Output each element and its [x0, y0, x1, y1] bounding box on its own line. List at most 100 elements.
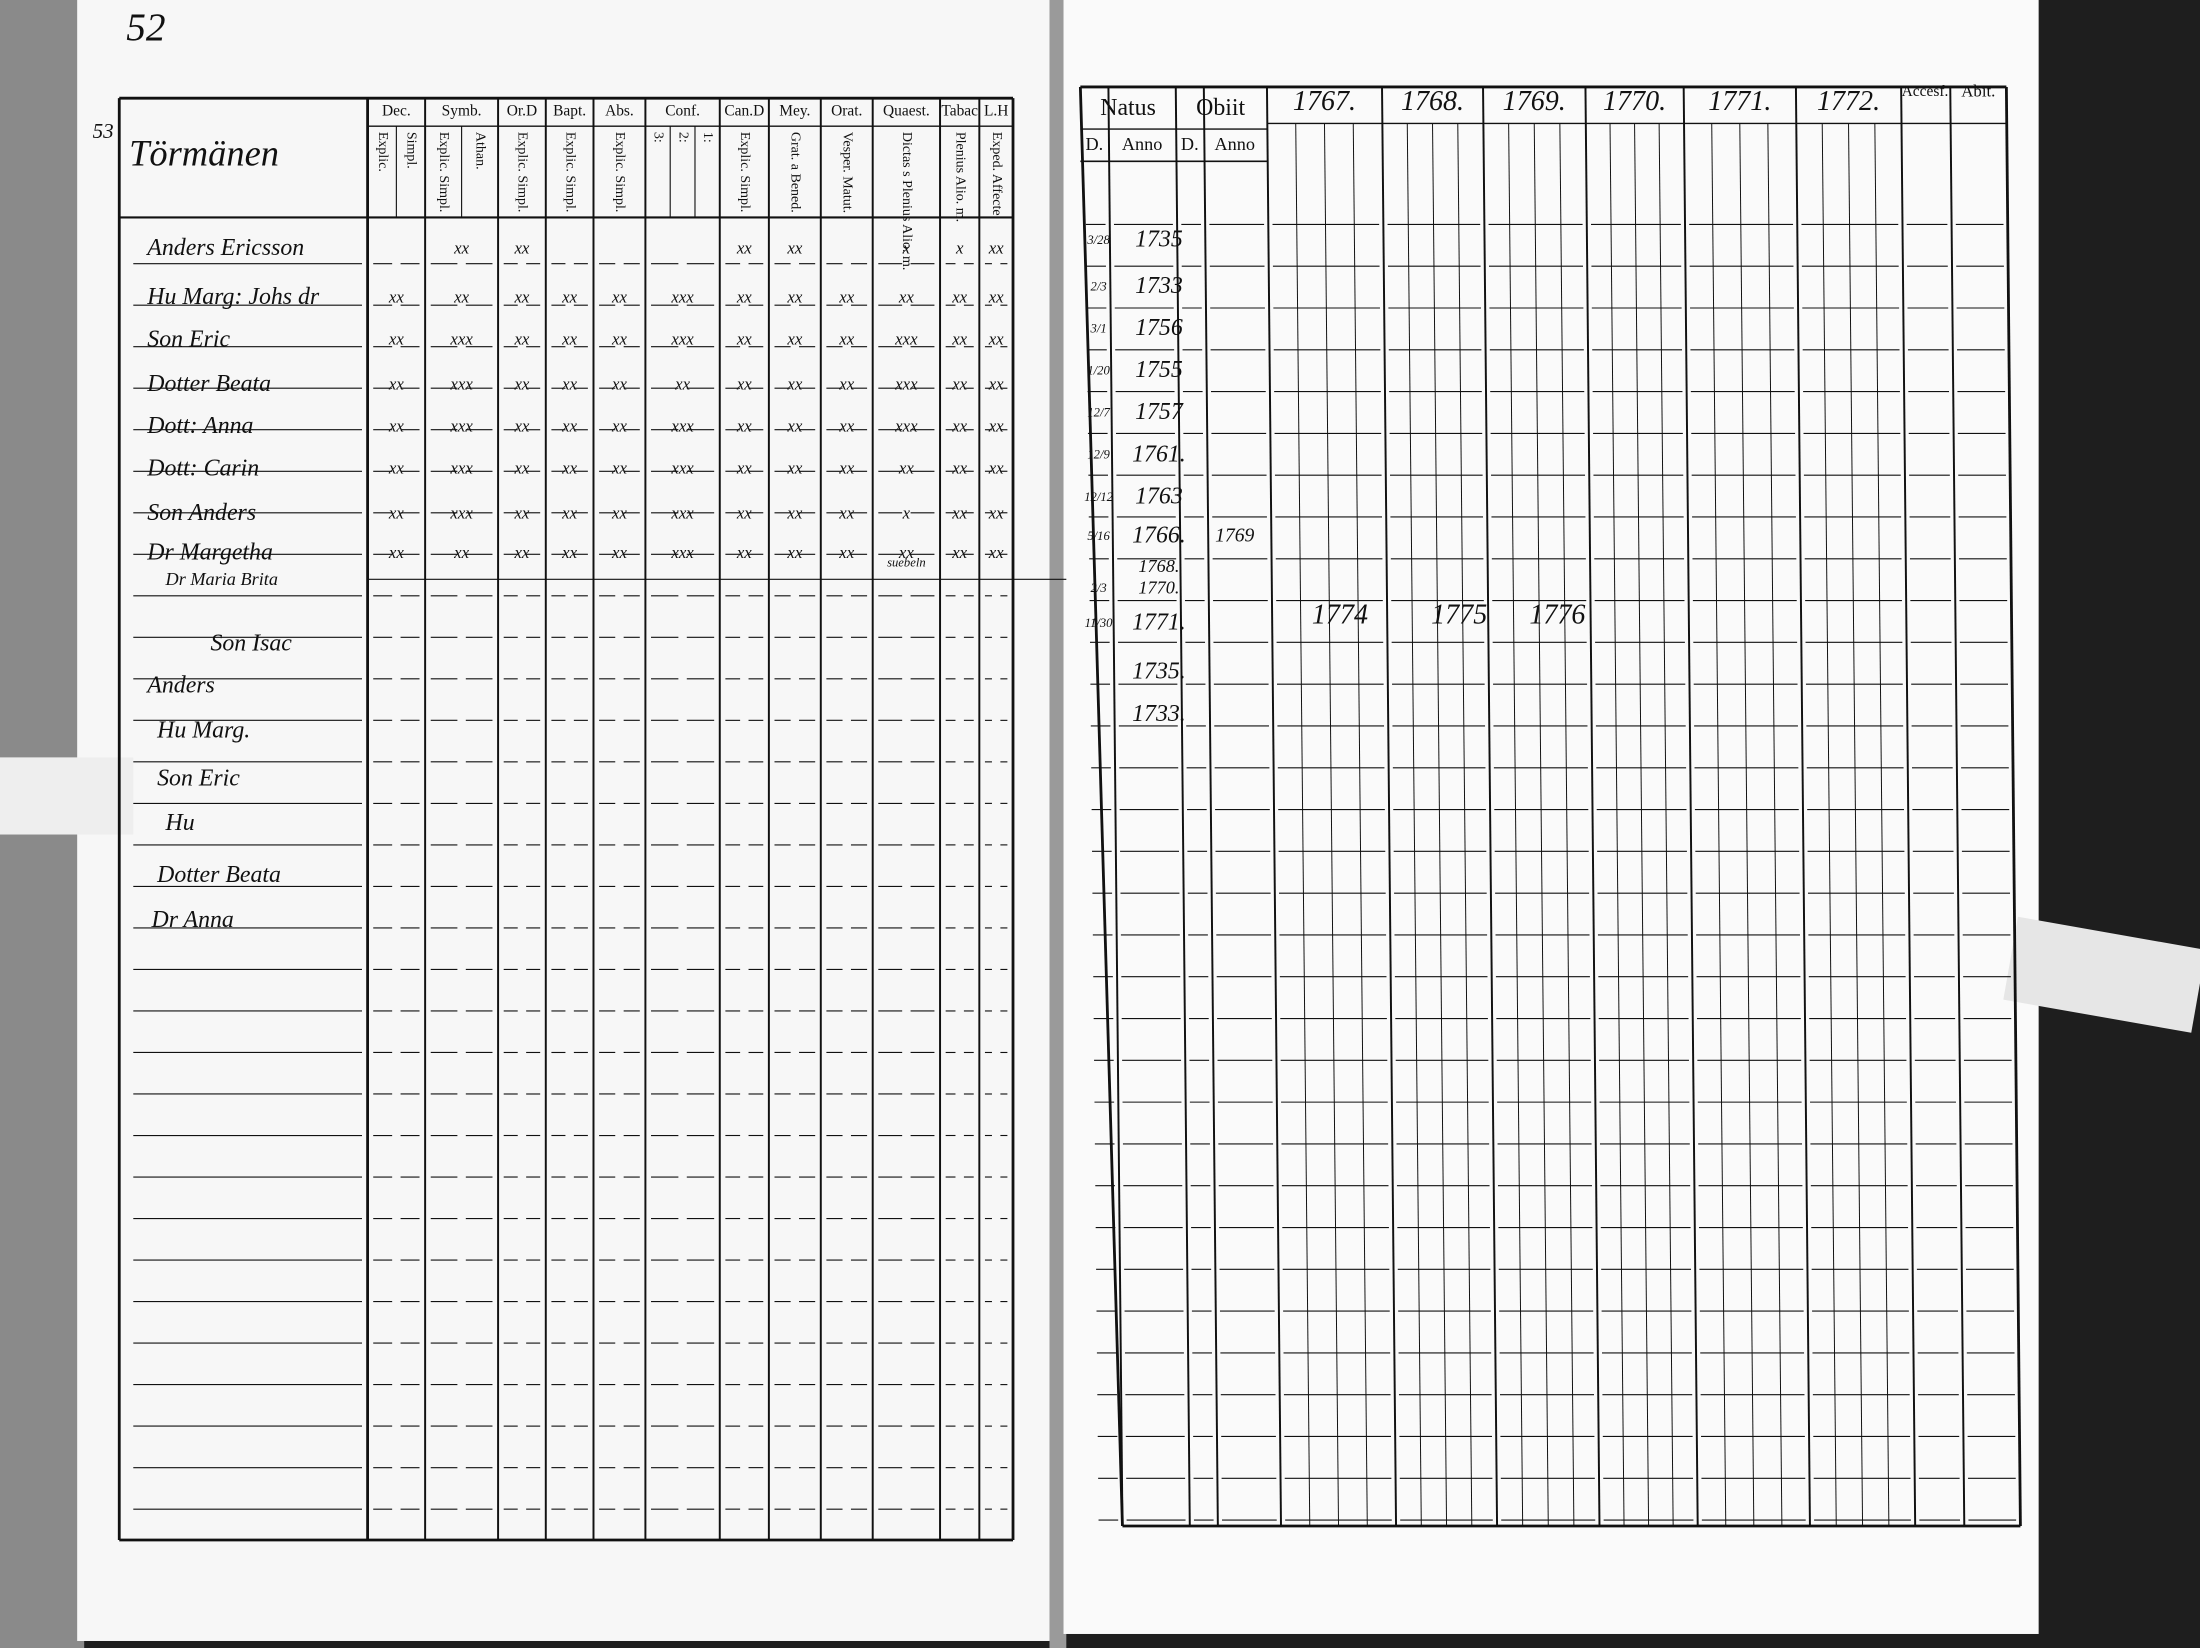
mark: xx: [951, 543, 967, 562]
rule: [1174, 86, 1191, 1526]
mark: xx: [611, 417, 627, 436]
mark: xxx: [670, 417, 694, 436]
header: D.: [1181, 134, 1199, 154]
mark: xx: [988, 375, 1004, 394]
rule: [1682, 86, 1699, 1526]
mark: xxx: [670, 504, 694, 523]
mark: xx: [838, 543, 854, 562]
rule: [1949, 86, 1966, 1526]
birth-year: 1771.: [1132, 610, 1186, 636]
column-subtitle: Explic. Simpl.: [737, 132, 752, 213]
mark: xx: [951, 459, 967, 478]
household-number: 53: [93, 119, 114, 143]
birth-year: 1733: [1135, 273, 1183, 299]
year-header: 1769.: [1503, 86, 1566, 117]
column-subtitle: 2:: [675, 132, 690, 143]
column-subtitle: Explic. Simpl.: [515, 132, 530, 213]
rule: [1482, 86, 1499, 1526]
birth-year: 1733.: [1132, 701, 1186, 727]
mark: xx: [736, 330, 752, 349]
mark: xx: [951, 288, 967, 307]
column-title: Quaest.: [883, 103, 930, 120]
rule: [1381, 86, 1398, 1526]
mark: xxx: [449, 330, 473, 349]
rule: [1323, 123, 1340, 1526]
member-name: Hu Marg.: [156, 718, 250, 744]
birth-year: 1770.: [1138, 577, 1179, 597]
column-subtitle: Grat. a Bened.: [788, 132, 803, 213]
mark: xx: [561, 375, 577, 394]
column-subtitle: Dictas s Plenius Alio. m.: [899, 132, 914, 271]
mark: xx: [838, 459, 854, 478]
mark: xx: [736, 459, 752, 478]
mark: xx: [736, 288, 752, 307]
mark: xx: [898, 288, 914, 307]
mark: xx: [988, 543, 1004, 562]
mark: xx: [561, 330, 577, 349]
birth-day: 2/3: [1091, 279, 1107, 293]
column-subtitle: Plenius Alio. m.: [952, 132, 967, 222]
year-header: 1768.: [1401, 86, 1464, 117]
mark: xx: [611, 375, 627, 394]
death-year: 1769: [1215, 526, 1254, 547]
member-name: Dr Anna: [151, 907, 234, 933]
mark: xx: [838, 330, 854, 349]
mark: xx: [988, 504, 1004, 523]
mark: xx: [674, 375, 690, 394]
column-title: Mey.: [779, 103, 810, 120]
birth-day: 3/28: [1086, 233, 1110, 247]
mark: xxx: [670, 288, 694, 307]
column-title: L.H: [984, 103, 1008, 120]
birth-day: 12/7: [1087, 406, 1110, 420]
rule: [1559, 123, 1575, 1526]
mark: xx: [561, 504, 577, 523]
mark: xx: [838, 288, 854, 307]
header: Accesf.: [1902, 83, 1949, 100]
column-subtitle: Explic.: [375, 132, 390, 172]
mark: xx: [786, 504, 802, 523]
mark: xx: [988, 330, 1004, 349]
column-subtitle: Explic. Simpl.: [612, 132, 627, 213]
birth-year: 1756: [1135, 315, 1183, 341]
household-name: Törmänen: [129, 133, 279, 173]
birth-day: 11/30: [1085, 616, 1113, 630]
mark: xx: [561, 459, 577, 478]
member-name: Dr Maria Brita: [165, 569, 278, 589]
mark: xx: [561, 417, 577, 436]
mark: xx: [786, 288, 802, 307]
rule: [1821, 123, 1837, 1526]
birth-day: 12/12: [1084, 490, 1113, 504]
birth-year: 1735: [1135, 227, 1183, 253]
header: Natus: [1100, 95, 1156, 121]
mark: xxx: [449, 504, 473, 523]
mark: xx: [786, 459, 802, 478]
mark: xx: [611, 459, 627, 478]
mark: xx: [838, 375, 854, 394]
mark: xx: [611, 288, 627, 307]
rule: [1457, 123, 1473, 1526]
mark: xx: [513, 375, 529, 394]
rule: [1711, 123, 1727, 1526]
rule: [1352, 123, 1368, 1526]
member-name: Son Eric: [157, 765, 240, 791]
column-subtitle: Exped. Affecte.: [989, 132, 1004, 219]
mark: xx: [513, 504, 529, 523]
birth-year: 1766.: [1132, 523, 1186, 549]
mark: xx: [611, 504, 627, 523]
mark: xx: [786, 375, 802, 394]
mark: xxx: [670, 543, 694, 562]
note: suebeln: [887, 556, 926, 570]
mark: xx: [561, 543, 577, 562]
birth-year: 1735.: [1132, 659, 1186, 685]
member-name: Hu Marg: Johs dr: [146, 284, 320, 310]
mark: xxx: [670, 330, 694, 349]
mark: xx: [453, 543, 469, 562]
mark: xx: [988, 288, 1004, 307]
birth-day: 2/3: [1091, 581, 1107, 595]
gutter: [1049, 0, 1067, 1648]
column-title: Or.D: [507, 103, 537, 120]
mark: xx: [736, 504, 752, 523]
paper-strip: [2003, 916, 2200, 1033]
mark: xx: [838, 504, 854, 523]
mark: xx: [736, 239, 752, 258]
